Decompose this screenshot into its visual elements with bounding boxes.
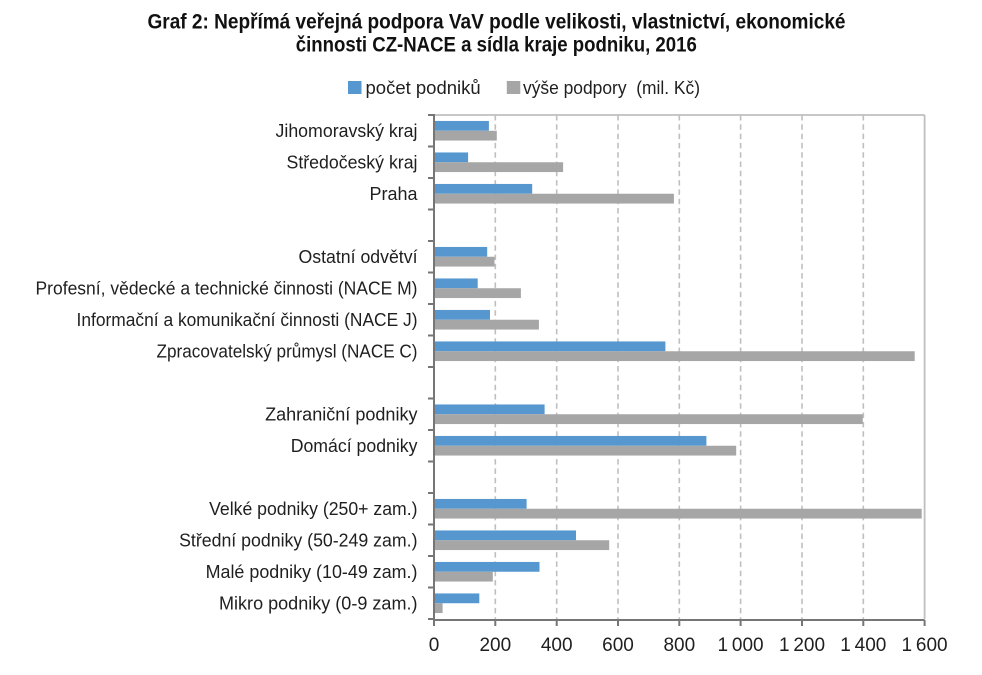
svg-text:400: 400 [541,635,573,656]
svg-text:1 000: 1 000 [718,635,764,656]
svg-text:0: 0 [429,635,440,656]
svg-text:výše podpory (mil. Kč): výše podpory (mil. Kč) [523,77,700,98]
svg-text:Velké podniky (250+ zam.): Velké podniky (250+ zam.) [209,498,417,519]
svg-text:činnosti CZ-NACE a sídla kraje: činnosti CZ-NACE a sídla kraje podniku, … [296,32,697,56]
svg-text:800: 800 [663,635,695,656]
svg-text:Zahraniční podniky: Zahraniční podniky [265,404,418,425]
svg-text:Informační a komunikační činno: Informační a komunikační činnosti (NACE … [77,309,418,330]
svg-text:Ostatní odvětví: Ostatní odvětví [299,246,419,267]
svg-text:Jihomoravský kraj: Jihomoravský kraj [276,120,418,141]
svg-text:200: 200 [479,635,511,656]
svg-text:Mikro podniky (0-9 zam.): Mikro podniky (0-9 zam.) [219,593,418,614]
svg-text:Středočeský kraj: Středočeský kraj [287,152,418,173]
svg-text:Zpracovatelský průmysl (NACE C: Zpracovatelský průmysl (NACE C) [157,341,418,362]
svg-text:600: 600 [602,635,634,656]
svg-text:Graf 2: Nepřímá veřejná podpor: Graf 2: Nepřímá veřejná podpora VaV podl… [148,10,846,34]
svg-text:Malé podniky (10-49 zam.): Malé podniky (10-49 zam.) [206,561,418,582]
svg-text:1 400: 1 400 [840,635,886,656]
svg-text:Praha: Praha [370,183,419,204]
svg-text:Profesní, vědecké a technické: Profesní, vědecké a technické činnosti (… [36,278,418,299]
svg-text:1 600: 1 600 [902,635,948,656]
svg-text:počet podniků: počet podniků [366,77,481,98]
svg-text:Domácí podniky: Domácí podniky [291,435,419,456]
svg-text:1 200: 1 200 [779,635,825,656]
svg-text:Střední podniky (50-249 zam.): Střední podniky (50-249 zam.) [179,530,417,551]
